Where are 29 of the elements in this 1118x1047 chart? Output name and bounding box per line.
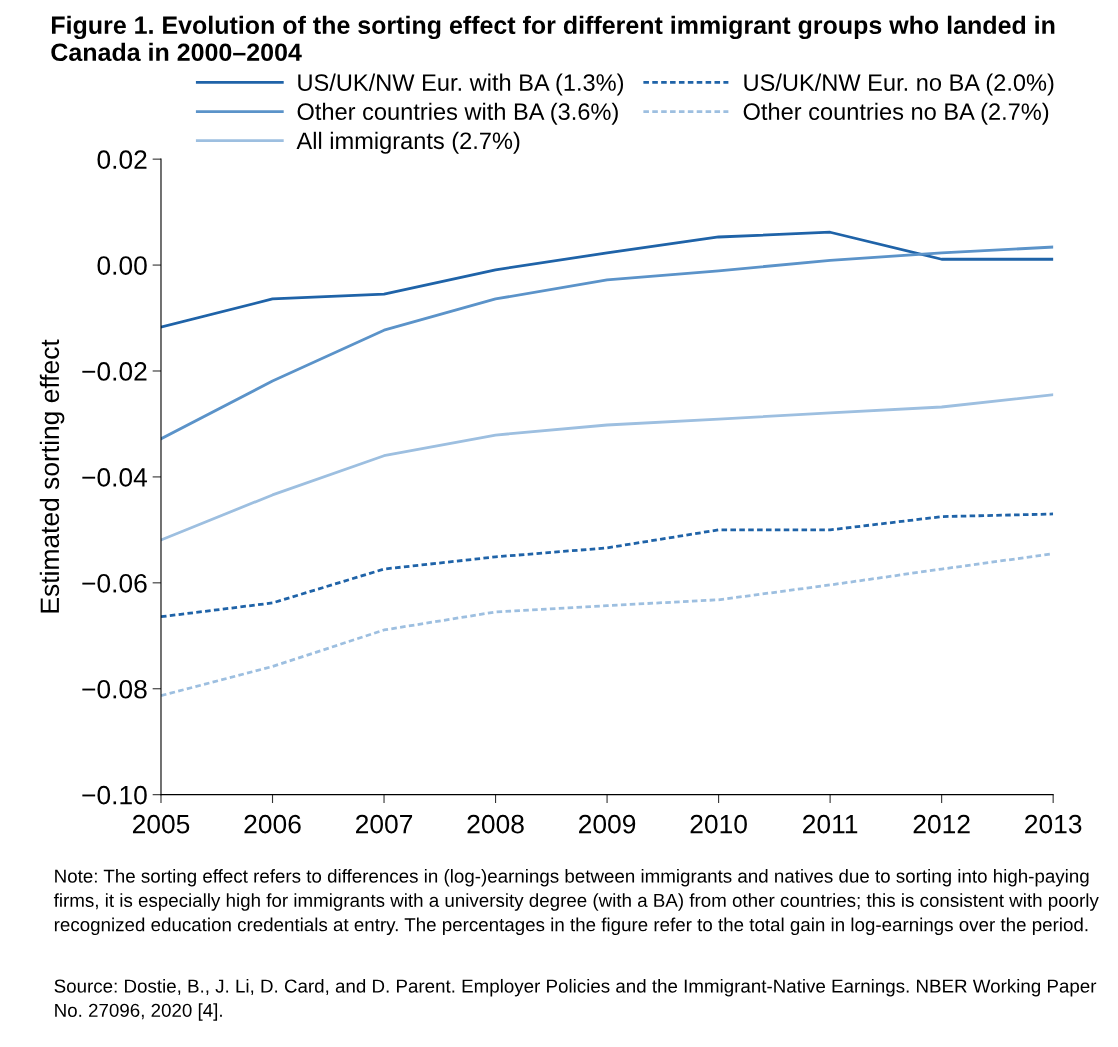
line-series (160, 512, 1054, 619)
chart-title: Figure 1. Evolution of the sorting effect for different immigrant groups who landed in Canada in 2000–2004 (51, 15, 1055, 62)
y-tick-label: 0.02 (97, 150, 147, 169)
y-tick-label: −0.02 (82, 362, 147, 381)
source-note: Source: Dostie, B., J. Li, D. Card, and D. Parent. Employer Policies and the Immigrant-Native Earnings. NBER Working Paper No. 27096, 2020 [4]. (54, 978, 1097, 1021)
x-tick-label: 2011 (803, 814, 858, 834)
x-tick-label: 2006 (244, 814, 301, 834)
legend-label: All immigrants (2.7%) (296, 131, 520, 154)
y-tick-label: −0.06 (82, 573, 147, 593)
x-tick-label: 2007 (356, 814, 413, 834)
x-tick-label: 2009 (579, 814, 636, 834)
line-series (160, 245, 1054, 441)
x-tick-label: 2012 (913, 814, 970, 834)
x-tick-label: 2008 (467, 814, 524, 834)
legend-label: US/UK/NW Eur. no BA (2.0%) (744, 73, 1054, 96)
y-tick-label: 0.00 (97, 256, 147, 275)
legend-label: Other countries with BA (3.6%) (297, 102, 618, 125)
y-axis-title: Estimated sorting effect (39, 339, 65, 613)
x-tick-label: 2010 (690, 814, 747, 834)
y-tick-label: −0.10 (82, 785, 147, 805)
line-series (160, 230, 1054, 329)
text: Note: The sorting effect refers to differences in (log-)earnings between immigrants and natives due to sorting into high-paying firms, it is especially high for immigrants with a university degree (with a BA) from other countries; this is consistent with poorly recognized education credentials at entry. The percentages in the figure refer to the total gain in log-earnings over the period. (53, 869, 1099, 936)
legend-label: Other countries no BA (2.7%) (743, 102, 1049, 125)
line-series (160, 393, 1054, 542)
y-tick-label: −0.08 (82, 679, 147, 699)
x-tick-label: 2013 (1025, 814, 1082, 834)
legend-label: US/UK/NW Eur. with BA (1.3%) (298, 73, 624, 96)
y-tick-label: −0.04 (82, 468, 148, 487)
x-tick-label: 2005 (132, 814, 190, 834)
